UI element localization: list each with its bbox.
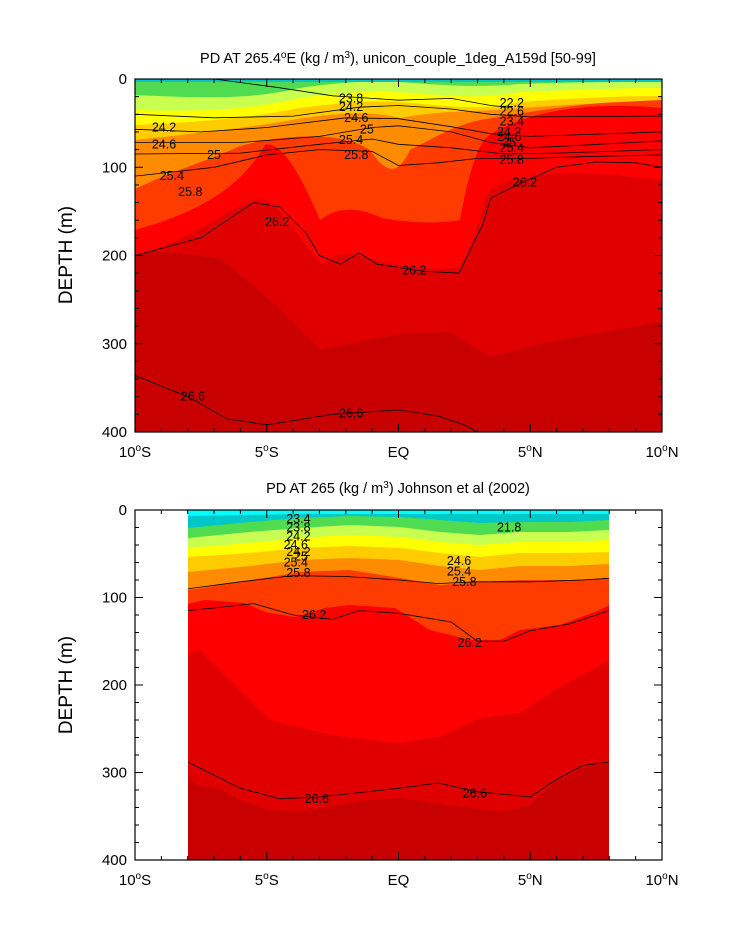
panel-model-contour-labels: 23.824.224.62525.425.822.222.623.424.224… (152, 91, 537, 420)
isopycnal-25-8 (188, 575, 609, 590)
contour-label: 25.8 (178, 185, 202, 199)
x-tick-label: 5oS (255, 871, 279, 889)
contour-label: 25 (360, 122, 374, 136)
isopycnal-24-6 (135, 117, 662, 137)
fill-23-8 (188, 510, 609, 528)
contour-label: 26.2 (513, 175, 537, 189)
panel-model: PD AT 265.4oE (kg / m3), unicon_couple_1… (56, 50, 679, 461)
isopycnal-26-6 (188, 761, 609, 800)
contour-label: 25.4 (284, 556, 308, 570)
contour-label: 25.4 (160, 169, 184, 183)
panel-obs: PD AT 265 (kg / m3) Johnson et al (2002)… (56, 480, 679, 889)
contour-label: 23.8 (339, 91, 363, 105)
contour-label: 25.8 (500, 153, 524, 167)
y-tick-label: 300 (102, 336, 127, 353)
y-tick-label: 100 (102, 159, 127, 176)
contour-label: 26.6 (305, 792, 329, 806)
contour-label: 26.6 (463, 787, 487, 801)
panel-obs-fill (188, 510, 609, 860)
contour-label: 24.6 (152, 137, 176, 151)
y-tick-label: 0 (119, 502, 127, 519)
x-tick-label: 5oN (518, 871, 543, 889)
contour-label: 24.2 (339, 100, 363, 114)
panel-obs-ylabel: DEPTH (m) (56, 636, 77, 734)
panel-model-ylabel: DEPTH (m) (56, 206, 77, 304)
contour-label: 25.4 (447, 564, 471, 578)
x-tick-label: EQ (388, 444, 410, 461)
contour-label: 24.2 (152, 121, 176, 135)
y-tick-label: 300 (102, 765, 127, 782)
panel-obs-contours (188, 575, 609, 800)
contour-label: 25 (502, 136, 516, 150)
contour-label: 26.2 (457, 636, 481, 650)
contour-label: 23.4 (286, 512, 310, 526)
contour-label: 24.2 (286, 545, 310, 559)
contour-label: 26.6 (339, 406, 363, 420)
isopycnal-26-6 (135, 375, 478, 432)
contour-label: 21.8 (497, 521, 521, 535)
panel-obs-title: PD AT 265 (kg / m3) Johnson et al (2002) (266, 480, 530, 497)
y-tick-label: 400 (102, 424, 127, 441)
panel-model-x-axis: 10oS 5oS EQ 5oN 10oN (119, 79, 679, 461)
contour-label: 24.6 (344, 111, 368, 125)
contour-label: 26.6 (181, 390, 205, 404)
x-tick-label: 10oN (645, 871, 678, 889)
x-tick-label: 10oS (119, 871, 151, 889)
contour-label: 24.6 (497, 130, 521, 144)
x-tick-label: 10oS (119, 443, 151, 461)
contour-label: 26.2 (265, 215, 289, 229)
panel-model-contours (135, 79, 662, 432)
contour-label: 25.8 (452, 575, 476, 589)
contour-label: 23.8 (286, 521, 310, 535)
isopycnal-24-2 (135, 105, 662, 119)
y-tick-label: 100 (102, 590, 127, 607)
isopycnal-25-4 (135, 138, 662, 155)
contour-label: 24.6 (447, 554, 471, 568)
isopycnal-26-2 (135, 161, 662, 274)
isopycnal-25 (135, 125, 662, 149)
panel-model-title: PD AT 265.4oE (kg / m3), unicon_couple_1… (200, 50, 596, 67)
contour-label: 25.8 (286, 566, 310, 580)
panel-model-fill (135, 79, 662, 432)
isopycnal-23-8 (214, 79, 510, 108)
contour-label: 22.6 (500, 105, 524, 119)
isopycnal-26-2 (188, 603, 609, 642)
x-tick-label: 10oN (645, 443, 678, 461)
y-tick-label: 200 (102, 677, 127, 694)
contour-label: 25.4 (339, 133, 363, 147)
x-tick-label: 5oN (518, 443, 543, 461)
contour-label: 23.4 (500, 114, 524, 128)
contour-label: 24.2 (286, 529, 310, 543)
y-tick-label: 400 (102, 852, 127, 869)
y-tick-label: 0 (119, 71, 127, 88)
panel-obs-y-axis: 0 100 200 300 400 (102, 502, 662, 869)
contour-label: 26.2 (302, 608, 326, 622)
x-tick-label: EQ (388, 872, 410, 889)
contour-label: 25.8 (344, 148, 368, 162)
isopycnal-25-8 (135, 149, 662, 177)
panel-obs-contour-labels: 23.423.824.224.624.22525.425.826.226.226… (284, 512, 522, 806)
contour-label: 24.6 (284, 538, 308, 552)
contour-label: 22.2 (500, 96, 524, 110)
y-tick-label: 200 (102, 248, 127, 265)
x-tick-label: 5oS (255, 443, 279, 461)
contour-label: 25 (294, 549, 308, 563)
panel-model-y-axis: 0 100 200 300 400 (102, 71, 662, 441)
contour-label: 26.2 (402, 264, 426, 278)
contour-label: 24.2 (497, 125, 521, 139)
contour-label: 25.4 (500, 141, 524, 155)
panel-obs-x-axis: 10oS 5oS EQ 5oN 10oN (119, 510, 679, 889)
contour-label: 25 (207, 148, 221, 162)
